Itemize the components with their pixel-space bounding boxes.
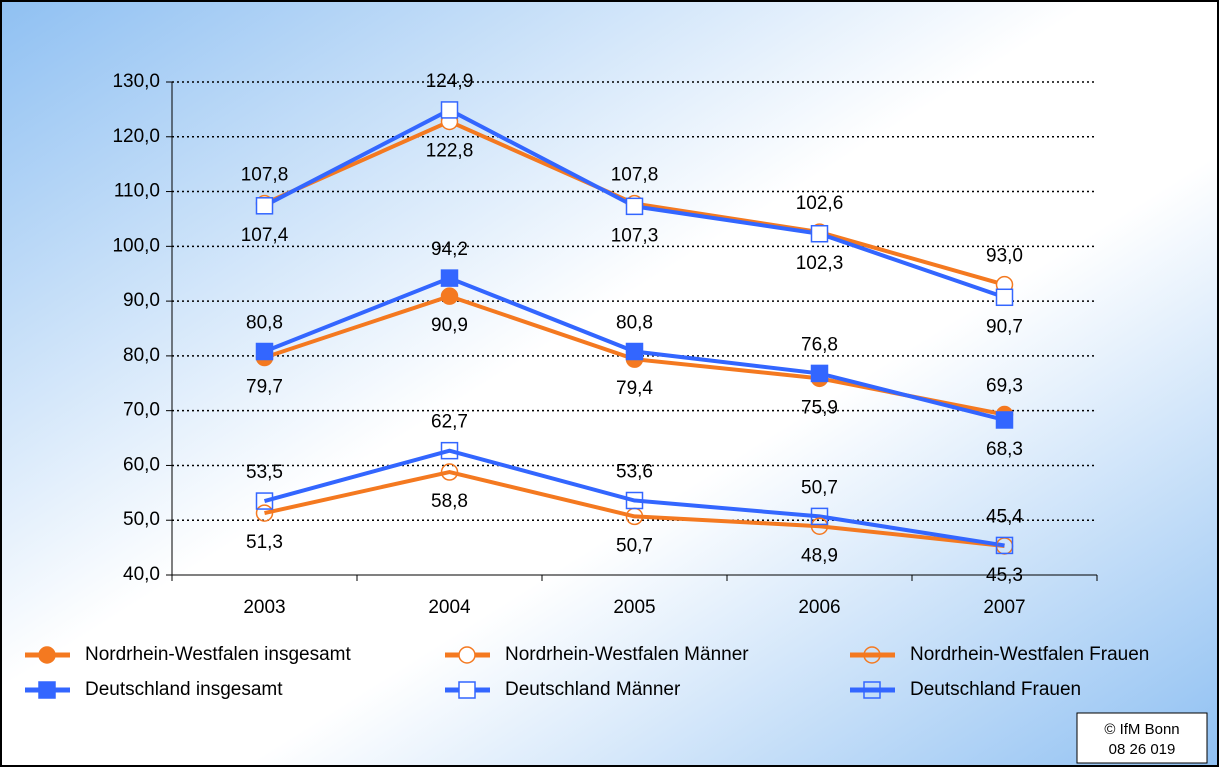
x-tick-label: 2003 — [243, 597, 285, 618]
data-point — [440, 287, 459, 305]
y-tick-label: 110,0 — [114, 181, 160, 202]
legend-label: Deutschland insgesamt — [85, 679, 283, 700]
y-tick-label: 90,0 — [123, 290, 160, 311]
series-line — [264, 469, 1005, 548]
data-point — [440, 463, 459, 481]
legend-label: Nordrhein-Westfalen Frauen — [910, 644, 1149, 665]
credit-box — [1076, 712, 1208, 764]
credit: 08 26 019 — [1109, 741, 1176, 758]
x-tick-label: 2006 — [798, 597, 840, 618]
data-label: 53,5 — [246, 462, 283, 483]
data-point — [440, 441, 459, 460]
data-label: 53,6 — [616, 462, 653, 483]
credit: © IfM Bonn — [1104, 721, 1179, 738]
data-point — [995, 288, 1014, 307]
data-point — [440, 269, 459, 287]
data-label: 76,8 — [801, 334, 838, 355]
data-point — [255, 492, 274, 510]
legend-label: Nordrhein-Westfalen Männer — [505, 644, 749, 665]
data-point — [255, 342, 274, 361]
data-label: 80,8 — [616, 313, 653, 334]
y-tick-label: 120,0 — [112, 126, 160, 147]
data-label: 79,4 — [616, 378, 653, 399]
legend-label: Deutschland Frauen — [910, 679, 1081, 700]
y-tick-label: 130,0 — [112, 71, 160, 92]
data-label: 93,0 — [986, 246, 1023, 267]
data-label: 102,6 — [796, 193, 844, 214]
data-label: 45,4 — [986, 506, 1023, 527]
data-point — [995, 411, 1014, 429]
data-label: 107,8 — [241, 165, 289, 186]
data-point — [440, 101, 459, 119]
data-label: 90,9 — [431, 315, 468, 336]
x-tick-label: 2005 — [613, 597, 655, 618]
data-label: 48,9 — [801, 545, 838, 566]
data-label: 102,3 — [796, 253, 844, 274]
data-point — [810, 364, 829, 383]
data-label: 58,8 — [431, 491, 468, 512]
data-point — [255, 197, 274, 215]
data-point — [625, 197, 644, 216]
data-label: 68,3 — [986, 439, 1023, 460]
data-label: 45,3 — [986, 565, 1023, 586]
legend-marker — [863, 681, 881, 699]
x-tick-label: 2007 — [983, 597, 1025, 618]
data-label: 69,3 — [986, 376, 1023, 397]
legend-marker — [458, 646, 476, 664]
series-line — [263, 448, 1005, 548]
legend-marker — [458, 681, 476, 699]
legend-marker — [38, 646, 56, 664]
y-tick-label: 40,0 — [123, 564, 160, 585]
data-point — [810, 517, 829, 535]
data-label: 80,8 — [246, 313, 283, 334]
data-label: 107,4 — [241, 225, 289, 246]
y-tick-label: 100,0 — [112, 235, 160, 256]
legend-marker — [863, 646, 881, 664]
data-label: 107,3 — [611, 225, 659, 246]
data-label: 62,7 — [431, 412, 468, 433]
data-label: 94,2 — [431, 239, 468, 260]
data-label: 79,7 — [246, 377, 283, 398]
data-label: 75,9 — [801, 397, 838, 418]
data-point — [995, 536, 1014, 555]
legend-marker — [38, 681, 56, 699]
data-label: 107,8 — [611, 165, 659, 186]
data-label: 50,7 — [801, 477, 838, 498]
y-tick-label: 70,0 — [123, 400, 160, 421]
y-tick-label: 80,0 — [123, 345, 160, 366]
data-label: 90,7 — [986, 316, 1023, 337]
y-tick-label: 60,0 — [123, 454, 160, 475]
legend-label: Nordrhein-Westfalen insgesamt — [85, 644, 351, 665]
legend-label: Deutschland Männer — [505, 679, 681, 700]
data-point — [810, 507, 829, 526]
data-point — [255, 504, 274, 522]
data-label: 122,8 — [426, 140, 474, 161]
data-point — [625, 342, 644, 361]
x-tick-label: 2004 — [428, 597, 471, 618]
data-point — [810, 224, 829, 243]
data-label: 50,7 — [616, 535, 653, 556]
data-label: 124,9 — [426, 71, 474, 92]
data-label: 51,3 — [246, 532, 283, 553]
y-tick-label: 50,0 — [123, 509, 160, 530]
data-point — [625, 491, 644, 510]
